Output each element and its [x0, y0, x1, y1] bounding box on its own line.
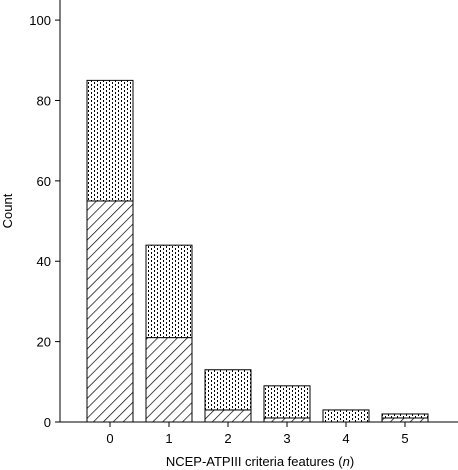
y-tick-label: 80	[37, 93, 51, 108]
x-tick-label: 4	[342, 431, 349, 446]
bar-segment-1-dotted	[145, 244, 193, 339]
bar-segment-3-diagonal-hatch	[263, 417, 311, 423]
x-axis-title-var: n	[343, 454, 350, 469]
x-axis-title-main: NCEP-ATPIII criteria features (	[166, 454, 343, 469]
y-ticks: 0 20 40 60 80 100	[29, 13, 60, 430]
bar-segment-5-diagonal-hatch	[381, 417, 429, 423]
bar-segment-3-dotted	[263, 385, 311, 419]
y-tick-label: 0	[44, 415, 51, 430]
y-tick-label: 40	[37, 254, 51, 269]
bar-segment-4-dotted	[322, 409, 370, 423]
bar-segment-0-diagonal-hatch	[86, 200, 134, 423]
bar-segment-0-dotted	[86, 79, 134, 202]
bar-segment-5-dotted	[381, 413, 429, 419]
bar-segment-2-dotted	[204, 369, 252, 411]
x-axis-title-end: )	[350, 454, 354, 469]
y-tick-label: 20	[37, 335, 51, 350]
x-tick-label: 3	[283, 431, 290, 446]
x-tick-label: 0	[106, 431, 113, 446]
x-tick-label: 5	[401, 431, 408, 446]
x-tick-label: 2	[224, 431, 231, 446]
x-tick-label: 1	[165, 431, 172, 446]
bar-segment-2-diagonal-hatch	[204, 409, 252, 423]
x-axis-title: NCEP-ATPIII criteria features (n)	[166, 454, 354, 469]
y-tick-label: 60	[37, 174, 51, 189]
x-ticks: 0 1 2 3 4 5	[106, 422, 409, 446]
y-axis-title: Count	[0, 193, 15, 228]
bars	[86, 79, 429, 423]
bar-segment-1-diagonal-hatch	[145, 337, 193, 423]
y-tick-label: 100	[29, 13, 51, 28]
